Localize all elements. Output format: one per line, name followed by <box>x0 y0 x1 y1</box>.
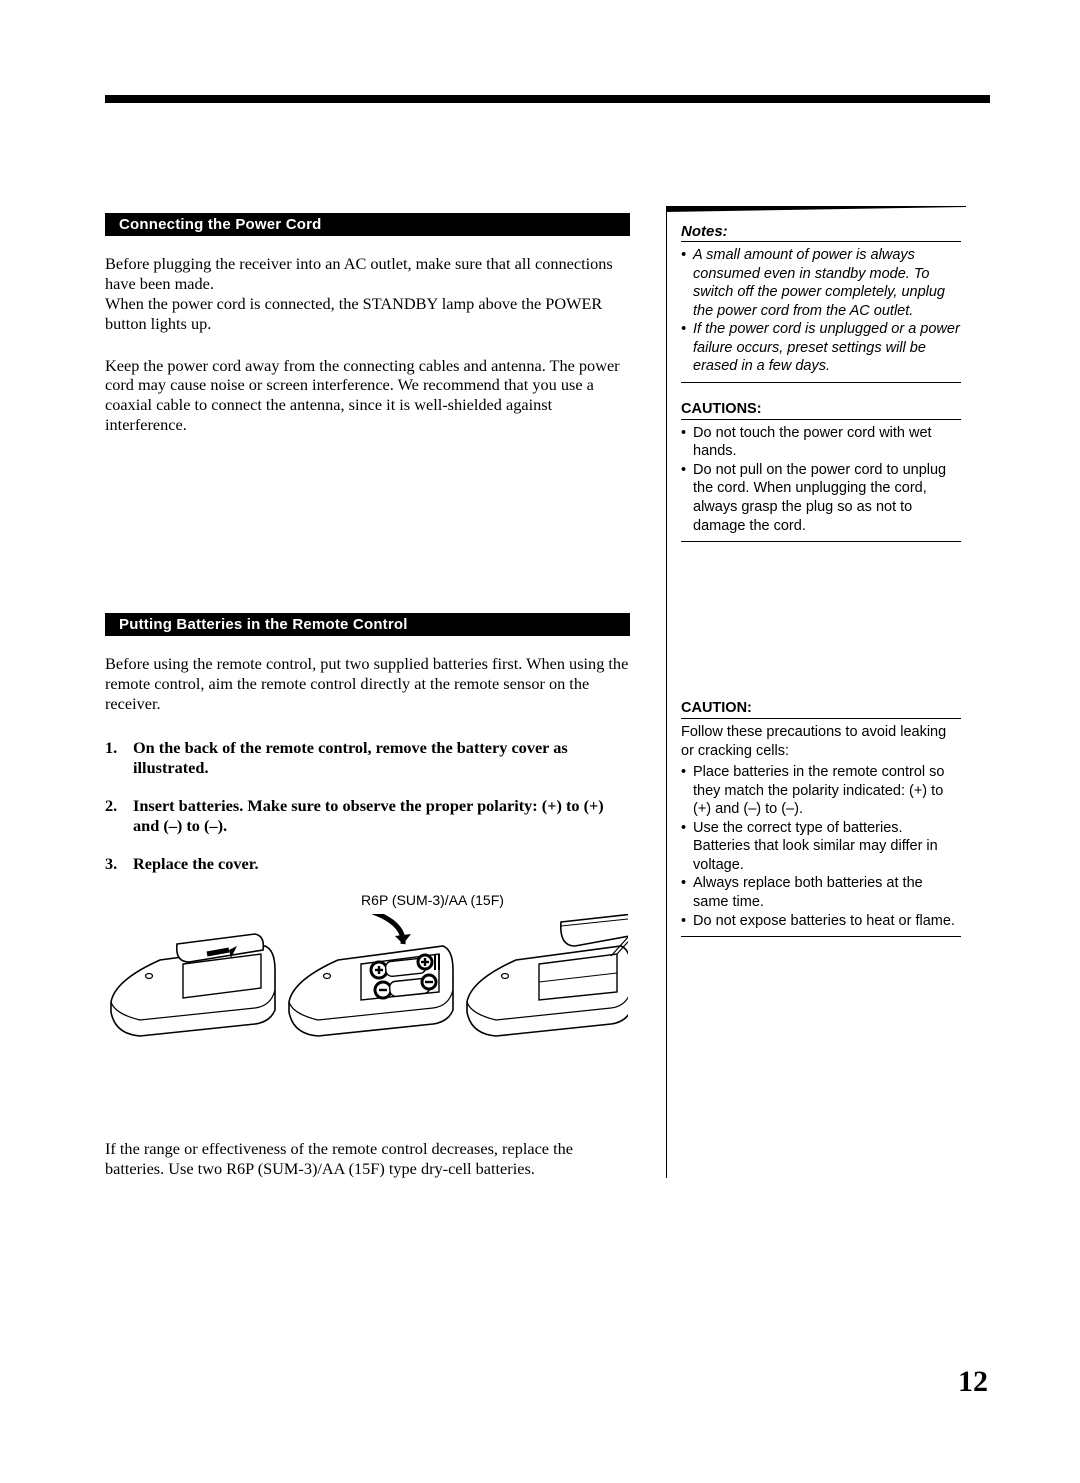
top-horizontal-rule <box>105 95 990 103</box>
battery-install-illustration <box>105 914 628 1084</box>
bullet-icon: • <box>681 461 693 535</box>
step-number: 3. <box>105 854 133 874</box>
page: Connecting the Power Cord Before pluggin… <box>0 0 1080 1483</box>
bullet-icon: • <box>681 819 693 875</box>
text: Do not expose batteries to heat or flame… <box>693 912 955 931</box>
bullet-icon: • <box>681 320 693 376</box>
remote-step2-icon <box>289 946 453 1036</box>
page-number: 12 <box>958 1365 988 1399</box>
remote-step1-icon <box>111 934 275 1036</box>
sidebar-column: Notes: •A small amount of power is alway… <box>666 209 961 1178</box>
text: When the power cord is connected, the ST… <box>105 294 602 333</box>
sidebar-cautions2-list: •Place batteries in the remote control s… <box>681 763 961 930</box>
paragraph: Before using the remote control, put two… <box>105 654 630 714</box>
text: Place batteries in the remote control so… <box>693 763 961 819</box>
figure-label: R6P (SUM-3)/AA (15F) <box>235 892 630 908</box>
bullet-icon: • <box>681 912 693 931</box>
content-columns: Connecting the Power Cord Before pluggin… <box>105 213 990 1178</box>
step-text: Insert batteries. Make sure to observe t… <box>133 796 630 836</box>
text: Use the correct type of batteries. Batte… <box>693 819 961 875</box>
list-item: •Do not expose batteries to heat or flam… <box>681 912 961 931</box>
section-heading-power-cord: Connecting the Power Cord <box>105 213 630 236</box>
step-item: 2. Insert batteries. Make sure to observ… <box>105 796 630 836</box>
bullet-icon: • <box>681 874 693 911</box>
list-item: •Do not pull on the power cord to unplug… <box>681 461 961 535</box>
list-item: •Do not touch the power cord with wet ha… <box>681 424 961 461</box>
text: If the power cord is unplugged or a powe… <box>693 320 961 376</box>
paragraph: Before plugging the receiver into an AC … <box>105 254 630 334</box>
bullet-icon: • <box>681 246 693 320</box>
remote-step3-icon <box>467 914 628 1036</box>
sidebar-top-wedge <box>666 206 966 212</box>
paragraph: If the range or effectiveness of the rem… <box>105 1139 630 1179</box>
sidebar-notes-heading: Notes: <box>681 223 961 242</box>
step-item: 3. Replace the cover. <box>105 854 630 874</box>
sidebar-notes-list: •A small amount of power is always consu… <box>681 246 961 383</box>
text: Always replace both batteries at the sam… <box>693 874 961 911</box>
sidebar-cautions2-block: Follow these precautions to avoid leakin… <box>681 723 961 937</box>
sidebar-cautions-heading: CAUTIONS: <box>681 401 961 420</box>
bullet-icon: • <box>681 763 693 819</box>
list-item: •Use the correct type of batteries. Batt… <box>681 819 961 875</box>
figure-battery-install: R6P (SUM-3)/AA (15F) <box>105 892 630 1089</box>
sidebar-caution2-intro: Follow these precautions to avoid leakin… <box>681 723 961 760</box>
step-text: Replace the cover. <box>133 854 259 874</box>
step-number: 2. <box>105 796 133 836</box>
list-item: •A small amount of power is always consu… <box>681 246 961 320</box>
sidebar-cautions-list: •Do not touch the power cord with wet ha… <box>681 424 961 542</box>
text: Do not touch the power cord with wet han… <box>693 424 961 461</box>
step-number: 1. <box>105 738 133 778</box>
section-heading-batteries: Putting Batteries in the Remote Control <box>105 613 630 636</box>
paragraph: Keep the power cord away from the connec… <box>105 356 630 436</box>
list-item: •Place batteries in the remote control s… <box>681 763 961 819</box>
text: A small amount of power is always consum… <box>693 246 961 320</box>
ordered-steps: 1. On the back of the remote control, re… <box>105 738 630 874</box>
main-column: Connecting the Power Cord Before pluggin… <box>105 213 630 1178</box>
step-text: On the back of the remote control, remov… <box>133 738 630 778</box>
step-item: 1. On the back of the remote control, re… <box>105 738 630 778</box>
text: Do not pull on the power cord to unplug … <box>693 461 961 535</box>
list-item: •If the power cord is unplugged or a pow… <box>681 320 961 376</box>
sidebar-caution2-heading: CAUTION: <box>681 700 961 719</box>
text: Before plugging the receiver into an AC … <box>105 254 613 293</box>
list-item: •Always replace both batteries at the sa… <box>681 874 961 911</box>
bullet-icon: • <box>681 424 693 461</box>
